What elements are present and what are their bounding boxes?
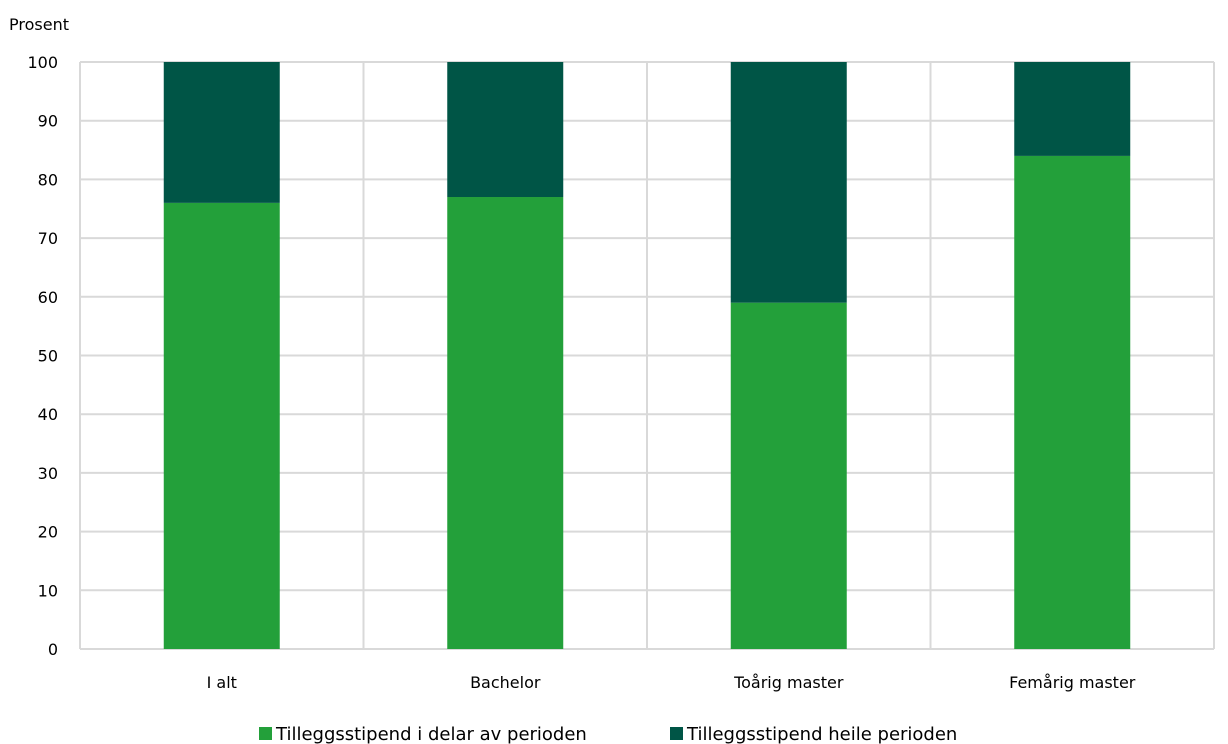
y-tick-label: 70 xyxy=(38,229,58,248)
bar-segment-heile xyxy=(1014,62,1131,156)
x-tick-label: Bachelor xyxy=(470,673,541,692)
bar-segment-delar xyxy=(163,202,280,649)
y-tick-labels: 0 10 20 30 40 50 60 70 80 90 100 xyxy=(27,53,58,659)
bar-segment-delar xyxy=(730,302,847,649)
y-tick-label: 40 xyxy=(38,405,58,424)
y-axis-label: Prosent xyxy=(9,15,69,34)
x-tick-label: Femårig master xyxy=(1009,673,1136,692)
y-tick-label: 90 xyxy=(38,112,58,131)
y-tick-label: 100 xyxy=(27,53,58,72)
x-tick-label: I alt xyxy=(207,673,237,692)
y-tick-label: 20 xyxy=(38,523,58,542)
legend-label: Tilleggsstipend heile perioden xyxy=(686,724,957,744)
y-tick-label: 10 xyxy=(38,581,58,600)
y-tick-label: 30 xyxy=(38,464,58,483)
y-tick-label: 50 xyxy=(38,347,58,366)
y-tick-label: 60 xyxy=(38,288,58,307)
bar-segment-delar xyxy=(447,197,564,649)
legend: Tilleggsstipend i delar av perioden Tille… xyxy=(259,724,957,744)
x-tick-labels: I alt Bachelor Toårig master Femårig master xyxy=(207,673,1136,692)
legend-swatch xyxy=(259,727,272,740)
legend-swatch xyxy=(670,727,683,740)
bar-segment-delar xyxy=(1014,155,1131,650)
x-tick-label: Toårig master xyxy=(733,673,844,692)
bars xyxy=(163,62,1131,650)
bar-segment-heile xyxy=(447,62,564,198)
y-tick-label: 80 xyxy=(38,170,58,189)
y-tick-label: 0 xyxy=(48,640,58,659)
bar-segment-heile xyxy=(163,62,280,203)
legend-label: Tilleggsstipend i delar av perioden xyxy=(275,724,587,744)
bar-segment-heile xyxy=(730,62,847,303)
